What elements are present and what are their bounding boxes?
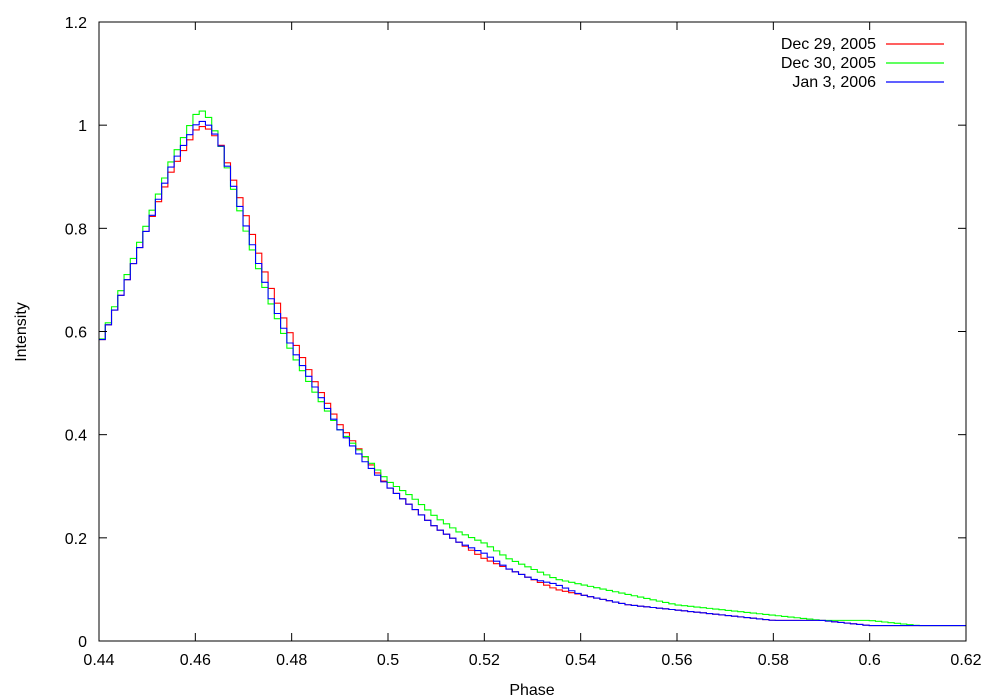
x-tick-label: 0.44 [83,652,114,669]
y-tick-label: 0 [78,634,87,651]
y-tick-label: 0.6 [65,325,87,342]
y-tick-label: 1.2 [65,15,87,32]
series-line-0 [99,126,966,627]
x-tick-label: 0.52 [469,652,500,669]
x-tick-label: 0.6 [859,652,881,669]
series-line-2 [99,120,966,627]
x-tick-label: 0.54 [565,652,596,669]
x-tick-label: 0.56 [661,652,692,669]
plot-frame [98,21,967,642]
y-tick-label: 1 [78,118,87,135]
x-tick-label: 0.5 [377,652,399,669]
y-tick-label: 0.4 [65,428,87,445]
x-tick-label: 0.62 [950,652,981,669]
y-axis-ticks: 0 0.2 0.4 0.6 0.8 1 1.2 [65,15,966,651]
legend-label: Dec 30, 2005 [781,55,876,72]
x-axis-label: Phase [509,682,554,699]
y-tick-label: 0.2 [65,531,87,548]
series-line-1 [99,110,966,627]
legend-label: Dec 29, 2005 [781,36,876,53]
series-layer [99,110,966,627]
legend-label: Jan 3, 2006 [792,74,876,91]
x-tick-label: 0.46 [180,652,211,669]
x-axis-ticks: 0.44 0.46 0.48 0.5 0.52 0.54 0.56 0.58 0.6 0.62 [83,22,982,669]
x-tick-label: 0.48 [276,652,307,669]
x-tick-label: 0.58 [758,652,789,669]
y-tick-label: 0.8 [65,221,87,238]
legend: Dec 29, 2005 Dec 30, 2005 Jan 3, 2006 [781,36,944,91]
y-axis-label: Intensity [13,302,30,362]
